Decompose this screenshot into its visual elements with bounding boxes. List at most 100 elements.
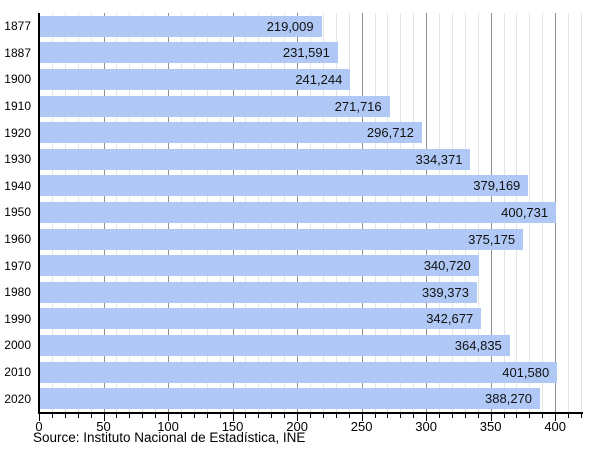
y-axis-label: 1950 — [4, 205, 31, 220]
x-tick — [400, 414, 402, 418]
x-tick — [193, 414, 195, 418]
bar-row: 401,580 — [39, 359, 581, 386]
bar: 375,175 — [39, 228, 524, 250]
x-axis-line — [38, 412, 583, 414]
bar-row: 219,009 — [39, 13, 581, 40]
x-tick — [581, 414, 582, 418]
y-axis-label: 1940 — [4, 178, 31, 193]
y-axis-label: 1877 — [4, 19, 31, 34]
bar-value-label: 339,373 — [421, 284, 469, 300]
bar-value-label: 401,580 — [502, 364, 550, 380]
bar-value-label: 379,169 — [473, 178, 521, 194]
bar-row: 340,720 — [39, 252, 581, 279]
bar-value-label: 400,731 — [501, 204, 549, 220]
bar-value-label: 342,677 — [426, 311, 474, 327]
x-tick — [439, 414, 441, 418]
x-tick — [490, 414, 492, 421]
bar: 400,731 — [39, 201, 557, 223]
x-tick — [284, 414, 286, 418]
x-tick — [516, 414, 518, 418]
x-tick — [297, 414, 299, 421]
bar-value-label: 364,835 — [454, 337, 502, 353]
bar-row: 241,244 — [39, 66, 581, 93]
y-axis-label: 1910 — [4, 99, 31, 114]
x-tick — [542, 414, 544, 418]
bar-row: 334,371 — [39, 146, 581, 173]
x-tick — [168, 414, 170, 421]
y-axis-label: 2010 — [4, 365, 31, 380]
x-tick-label: 200 — [286, 419, 308, 434]
bar-value-label: 388,270 — [485, 391, 533, 407]
x-tick — [477, 414, 479, 418]
bar: 342,677 — [39, 308, 482, 330]
x-tick — [322, 414, 324, 418]
y-axis-label: 2000 — [4, 338, 31, 353]
bar: 388,270 — [39, 388, 541, 410]
bar-value-label: 296,712 — [366, 125, 414, 141]
x-tick — [451, 414, 453, 418]
x-tick — [348, 414, 350, 418]
x-tick — [90, 414, 92, 418]
bar: 379,169 — [39, 175, 529, 197]
x-tick — [39, 414, 40, 421]
bar: 340,720 — [39, 255, 479, 277]
x-tick-label: 0 — [35, 419, 43, 434]
x-tick-label: 50 — [96, 419, 111, 434]
y-axis-label: 1920 — [4, 125, 31, 140]
minor-gridline — [568, 13, 570, 412]
x-tick — [51, 414, 53, 418]
y-axis-label: 1970 — [4, 258, 31, 273]
x-tick — [555, 414, 557, 421]
x-tick-label: 350 — [479, 419, 502, 434]
bar-value-label: 334,371 — [415, 151, 463, 167]
minor-gridline — [581, 13, 582, 412]
plot-area: 219,009 231,591 241,244 271,716 296,712 334,3… — [39, 13, 582, 412]
bar-value-label: 271,716 — [334, 98, 382, 114]
bar: 364,835 — [39, 334, 510, 356]
bar: 271,716 — [39, 95, 390, 117]
x-tick — [129, 414, 131, 418]
bar-value-label: 375,175 — [468, 231, 516, 247]
x-tick — [529, 414, 531, 418]
bar-value-label: 231,591 — [282, 45, 330, 61]
x-tick — [413, 414, 415, 418]
x-tick — [258, 414, 260, 418]
bar-row: 342,677 — [39, 306, 581, 333]
bar-row: 296,712 — [39, 119, 581, 146]
x-tick — [77, 414, 79, 418]
x-tick — [116, 414, 118, 418]
x-tick — [335, 414, 337, 418]
x-tick — [387, 414, 389, 418]
y-axis-label: 1930 — [4, 152, 31, 167]
x-tick-label: 400 — [544, 419, 567, 434]
x-tick — [310, 414, 311, 418]
bar-row: 231,591 — [39, 40, 581, 67]
y-axis-label: 1900 — [4, 72, 31, 87]
bar-row: 379,169 — [39, 173, 581, 200]
y-axis-line — [38, 13, 40, 413]
x-tick — [206, 414, 208, 418]
y-axis-label: 1887 — [4, 45, 31, 60]
x-tick — [464, 414, 466, 418]
y-axis-label: 1960 — [4, 232, 31, 247]
bar: 296,712 — [39, 122, 422, 144]
x-tick — [374, 414, 376, 418]
bar-row: 339,373 — [39, 279, 581, 306]
bar-value-label: 241,244 — [295, 71, 343, 87]
x-tick — [103, 414, 105, 421]
bar-value-label: 340,720 — [423, 258, 471, 274]
bar: 339,373 — [39, 281, 477, 303]
y-axis-label: 1980 — [4, 285, 31, 300]
x-tick — [155, 414, 157, 418]
bar-row: 375,175 — [39, 226, 581, 253]
x-tick-label: 100 — [157, 419, 179, 434]
bar-row: 400,731 — [39, 199, 581, 226]
y-axis-label: 1990 — [4, 311, 31, 326]
bar: 241,244 — [39, 68, 351, 90]
bar: 219,009 — [39, 15, 322, 37]
x-tick — [219, 414, 221, 418]
x-tick-label: 150 — [221, 419, 244, 434]
y-axis-labels: 1877 1887 1900 1910 1920 1930 1940 1950 1960 1970… — [0, 13, 31, 412]
x-tick — [568, 414, 570, 418]
